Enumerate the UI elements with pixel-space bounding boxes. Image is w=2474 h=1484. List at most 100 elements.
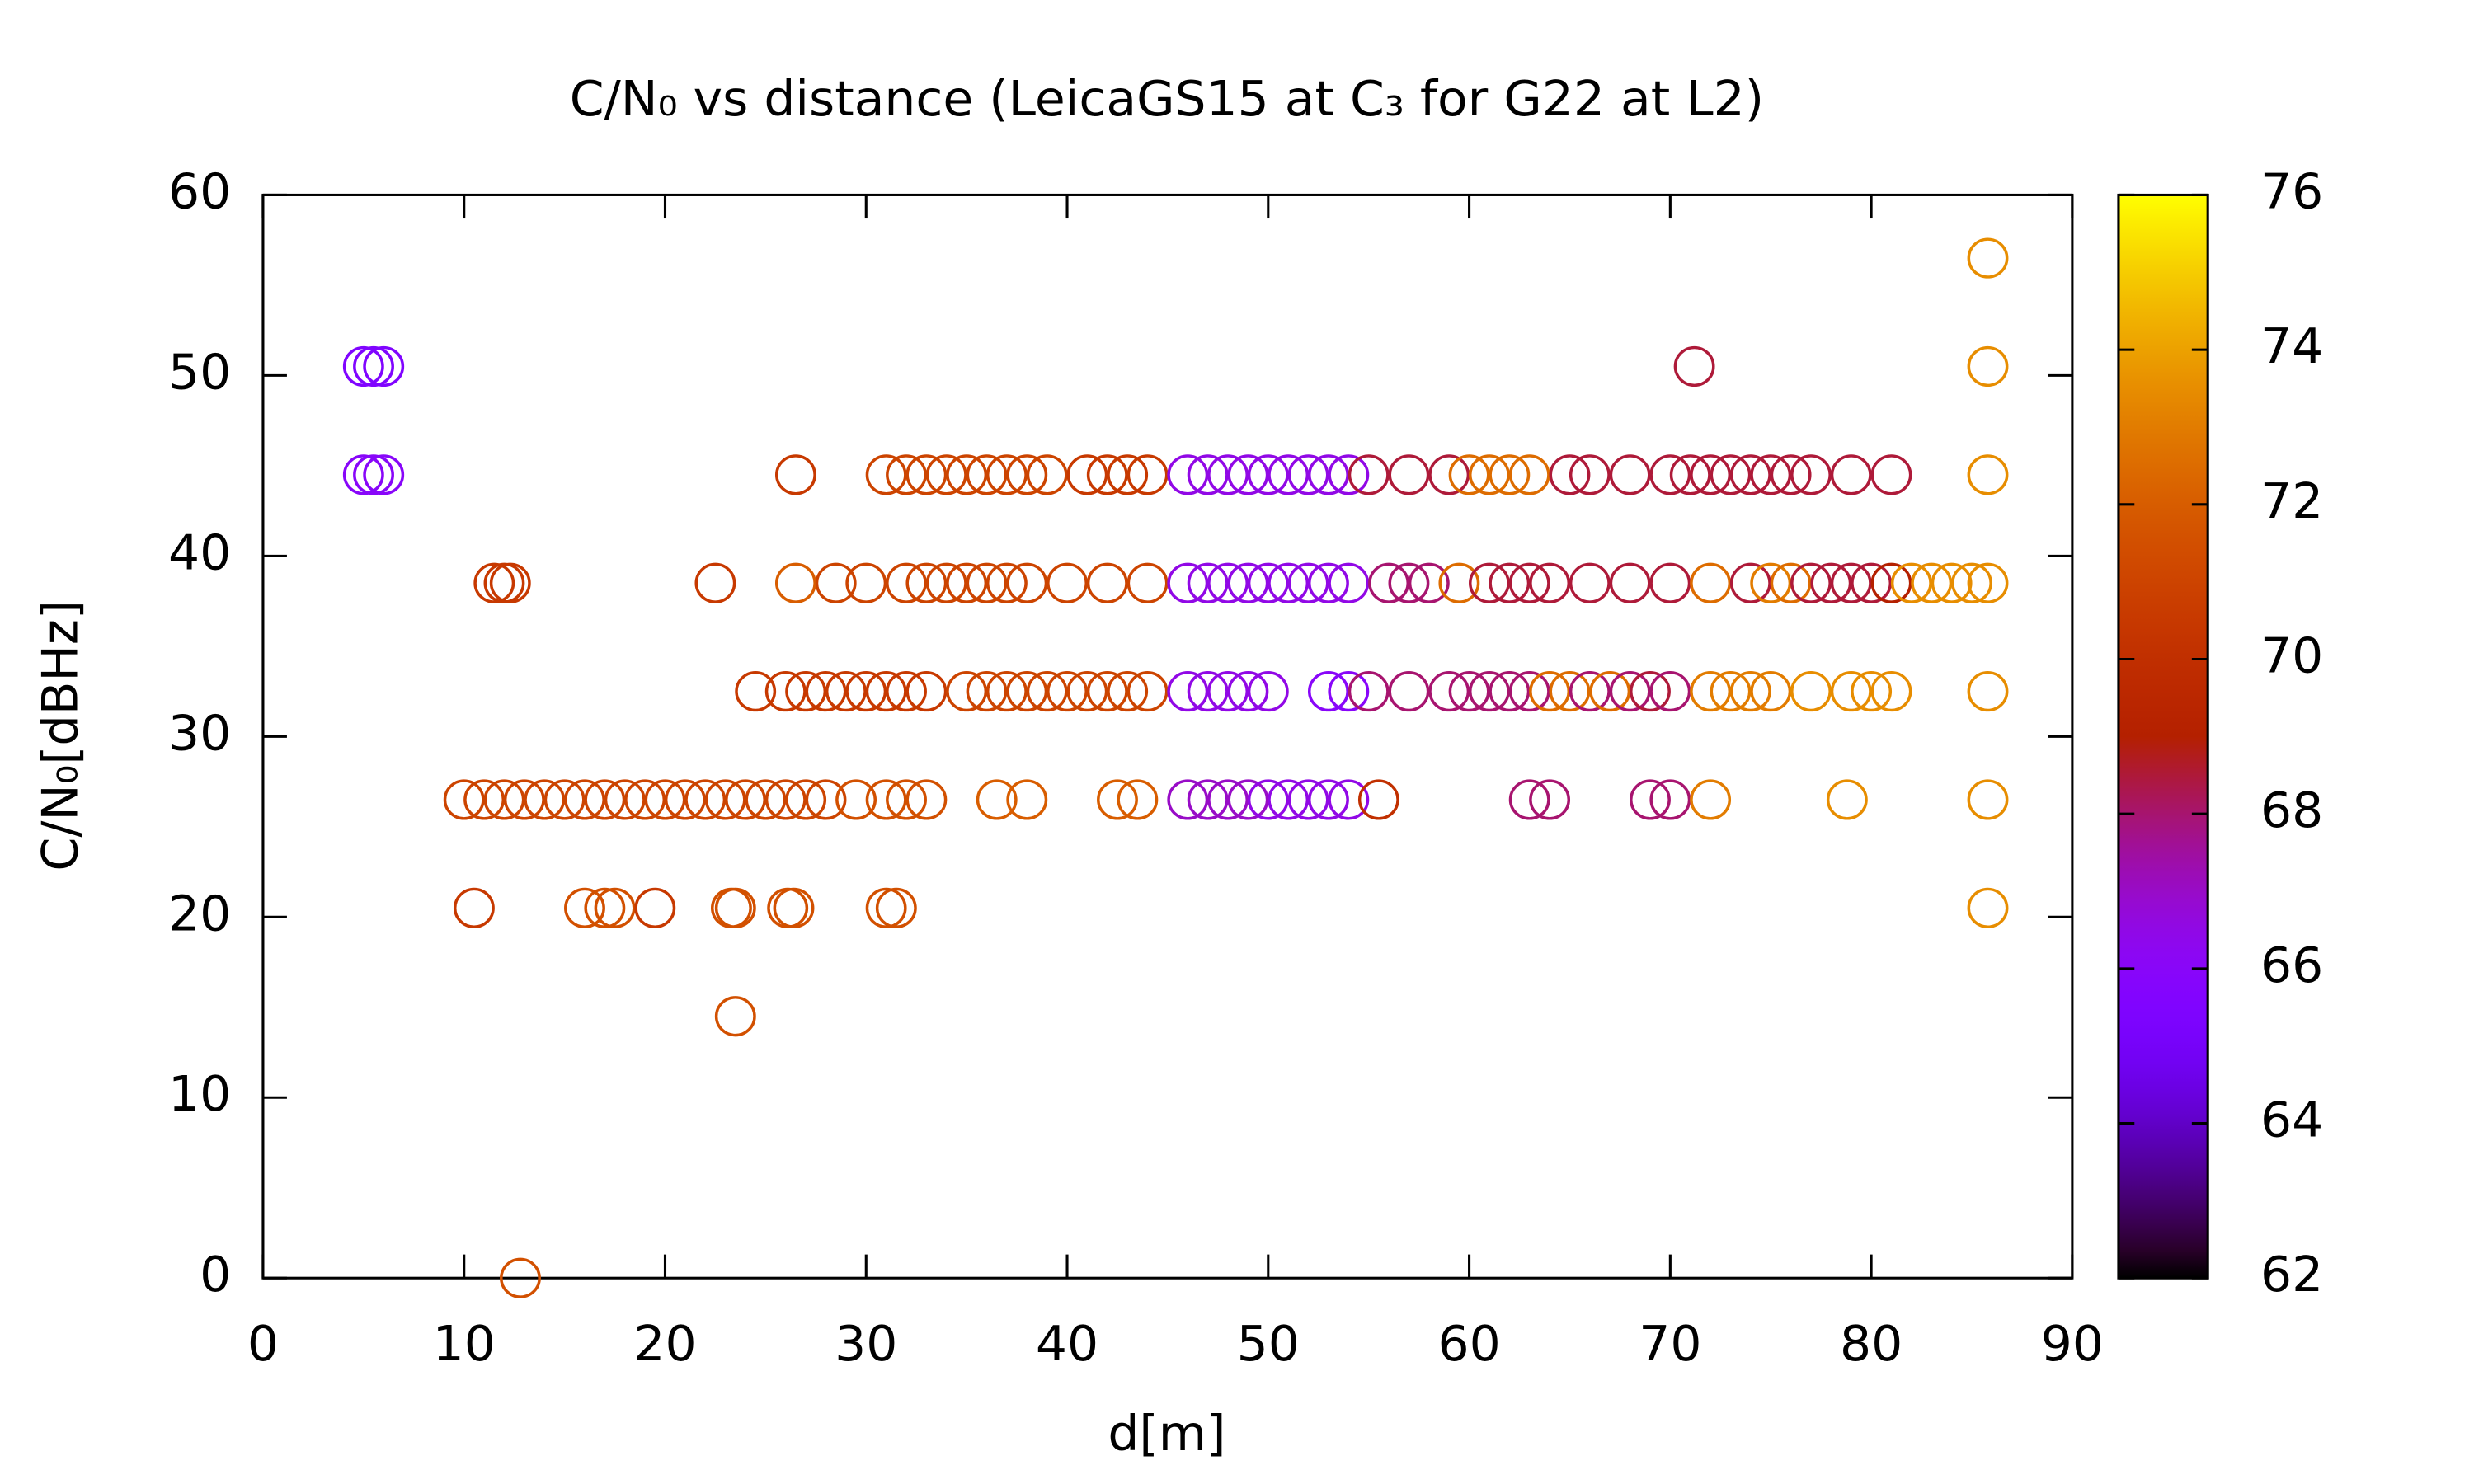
- data-point: [710, 887, 752, 928]
- data-point: [1770, 454, 1812, 495]
- data-point: [1967, 345, 2009, 387]
- data-point: [463, 779, 506, 820]
- data-point: [1268, 779, 1310, 820]
- data-point: [815, 562, 857, 603]
- data-point: [1673, 345, 1715, 387]
- data-point: [1408, 562, 1450, 603]
- data-point: [1630, 779, 1671, 820]
- data-point: [503, 779, 545, 820]
- x-tick-label: 10: [433, 1316, 496, 1373]
- data-point: [1187, 670, 1229, 712]
- data-point: [1388, 670, 1430, 712]
- data-point: [1790, 670, 1832, 712]
- data-point: [1026, 670, 1068, 712]
- data-point: [1047, 562, 1088, 603]
- data-point: [714, 887, 756, 928]
- data-point: [985, 454, 1028, 495]
- data-point: [805, 779, 847, 820]
- data-point: [1227, 670, 1269, 712]
- data-point: [564, 779, 605, 820]
- data-point: [1368, 562, 1409, 603]
- data-point: [1630, 670, 1671, 712]
- data-point: [644, 779, 686, 820]
- data-point: [1826, 779, 1868, 820]
- data-point: [1729, 562, 1771, 603]
- data-point: [584, 779, 626, 820]
- data-point: [1529, 779, 1571, 820]
- data-point: [1086, 562, 1128, 603]
- data-point: [946, 670, 988, 712]
- data-point: [1967, 454, 2009, 495]
- data-point: [865, 779, 907, 820]
- data-point: [1911, 562, 1953, 603]
- data-point: [1227, 454, 1269, 495]
- x-tick-label: 60: [1437, 1316, 1500, 1373]
- data-point: [764, 670, 807, 712]
- data-point: [886, 562, 927, 603]
- data-point: [1750, 670, 1792, 712]
- data-point: [886, 670, 927, 712]
- colorbar-border: [2117, 193, 2209, 1280]
- data-point: [905, 670, 948, 712]
- data-point: [1227, 562, 1269, 603]
- data-point: [966, 670, 1008, 712]
- data-point: [825, 670, 867, 712]
- data-point: [500, 1257, 541, 1298]
- data-point: [1117, 779, 1159, 820]
- x-tick-label: 40: [1036, 1316, 1098, 1373]
- data-point: [1307, 779, 1349, 820]
- data-point: [946, 562, 988, 603]
- data-point: [1967, 887, 2009, 928]
- data-point: [1489, 454, 1531, 495]
- colorbar-tick-label: 76: [2260, 164, 2323, 221]
- data-point: [1428, 670, 1470, 712]
- data-point: [1328, 454, 1370, 495]
- data-point: [976, 779, 1018, 820]
- data-point: [966, 454, 1008, 495]
- data-point: [1247, 562, 1289, 603]
- data-point: [1569, 562, 1611, 603]
- data-point: [1086, 454, 1128, 495]
- data-point: [1890, 562, 1932, 603]
- data-point: [946, 454, 988, 495]
- data-point: [764, 779, 807, 820]
- data-point: [1931, 562, 1973, 603]
- data-point: [1549, 454, 1591, 495]
- data-point: [1086, 670, 1128, 712]
- x-tick-label: 30: [835, 1316, 897, 1373]
- data-point: [704, 779, 746, 820]
- data-point: [773, 887, 815, 928]
- x-tick-label: 80: [1840, 1316, 1903, 1373]
- data-point: [1287, 562, 1329, 603]
- plot-frame: [261, 193, 2074, 1280]
- x-tick-label: 50: [1237, 1316, 1300, 1373]
- y-tick-label: 50: [168, 345, 231, 402]
- data-point: [1207, 670, 1249, 712]
- data-point: [1649, 454, 1691, 495]
- x-tick-label: 0: [247, 1316, 279, 1373]
- data-point: [634, 887, 676, 928]
- data-point: [1569, 454, 1611, 495]
- data-point: [925, 562, 967, 603]
- data-point: [1830, 562, 1872, 603]
- data-point: [905, 562, 948, 603]
- data-point: [1167, 670, 1209, 712]
- data-point: [775, 454, 816, 495]
- y-tick-label: 20: [168, 886, 231, 943]
- y-tick-label: 30: [168, 706, 231, 763]
- colorbar-tick-label: 66: [2260, 937, 2323, 994]
- data-point: [1227, 779, 1269, 820]
- data-point: [1750, 454, 1792, 495]
- data-point: [1348, 454, 1390, 495]
- data-point: [543, 779, 586, 820]
- data-point: [1307, 454, 1349, 495]
- data-point: [1690, 562, 1732, 603]
- colorbar-tick-label: 64: [2260, 1092, 2323, 1149]
- data-point: [1710, 670, 1752, 712]
- data-point: [1268, 562, 1310, 603]
- data-point: [1026, 454, 1068, 495]
- data-point: [865, 670, 907, 712]
- data-point: [1167, 779, 1209, 820]
- data-point: [805, 670, 847, 712]
